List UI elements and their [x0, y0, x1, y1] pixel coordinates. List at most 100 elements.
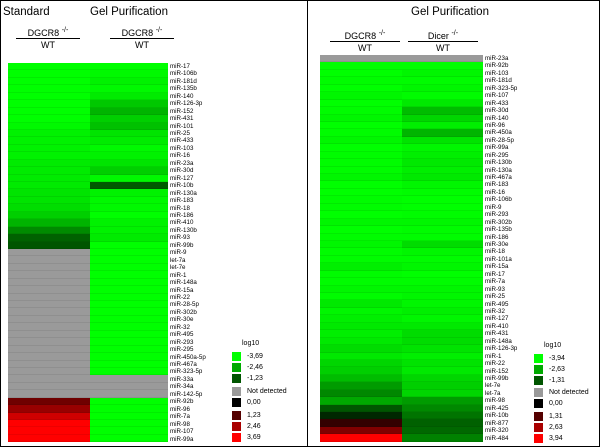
heatmap-cell — [8, 405, 90, 413]
heatmap-right — [320, 55, 483, 442]
comparison-label-standard: DGCR8 -/- WT — [16, 27, 80, 50]
heatmap-cell — [402, 151, 483, 160]
heatmap-cell — [90, 405, 168, 413]
mirna-label: miR-30d — [170, 167, 194, 175]
heatmap-cell — [320, 404, 402, 412]
heatmap-cell — [402, 322, 483, 331]
heatmap-cell — [402, 174, 483, 182]
mirna-label: miR-181d — [485, 77, 512, 85]
heatmap-cell — [90, 301, 168, 309]
legend-swatch — [534, 399, 543, 408]
heatmap-cell — [90, 382, 168, 391]
heatmap-cell — [320, 352, 402, 360]
heatmap-cell — [402, 382, 483, 390]
heatmap-cell — [320, 426, 402, 435]
heatmap-cell — [8, 390, 90, 398]
mirna-label: miR-101 — [170, 122, 194, 130]
heatmap-cell — [90, 278, 168, 287]
legend-swatch — [534, 412, 543, 421]
mirna-label: miR-433 — [485, 99, 509, 107]
standard-title: Standard — [3, 6, 50, 18]
heatmap-cell — [8, 152, 90, 160]
heatmap-cell — [402, 144, 483, 152]
legend-swatch — [232, 363, 241, 372]
heatmap-cell — [320, 77, 402, 85]
mirna-label: miR-877 — [485, 419, 509, 427]
legend-right: log10 -3,94 -2,63 -1,31 Not detected 0,0… — [534, 342, 598, 445]
heatmap-cell — [320, 218, 402, 227]
legend-swatch — [232, 398, 241, 407]
heatmap-cell — [320, 188, 402, 197]
mirna-label: miR-295 — [170, 346, 194, 354]
heatmap-cell — [402, 166, 483, 174]
heatmap-cell — [320, 374, 402, 383]
mirna-label: miR-323-5p — [485, 84, 518, 92]
mirna-label: let-7e — [170, 264, 186, 272]
heatmap-cell — [402, 426, 483, 435]
mirna-label: miR-96 — [170, 405, 190, 413]
mirna-list-left: miR-17 miR-106b miR-181d miR-135b miR-140 miR… — [170, 63, 240, 443]
heatmap-cell — [402, 233, 483, 241]
heatmap-cell — [8, 301, 90, 309]
mirna-label: miR-7a — [485, 278, 505, 286]
heatmap-cell — [8, 271, 90, 279]
heatmap-cell — [402, 263, 483, 271]
heatmap-cell — [90, 182, 168, 190]
mirna-label: miR-33a — [170, 375, 194, 383]
heatmap-cell — [90, 263, 168, 272]
heatmap-cell — [90, 397, 168, 406]
mirna-label: miR-32 — [170, 323, 190, 331]
mirna-label: miR-92b — [170, 398, 194, 406]
heatmap-cell — [90, 241, 168, 249]
heatmap-cell — [8, 189, 90, 197]
mirna-label: miR-93 — [170, 234, 190, 242]
heatmap-cell — [90, 115, 168, 123]
mirna-label: miR-93 — [485, 285, 505, 293]
mirna-label: miR-323-5p — [170, 368, 203, 376]
heatmap-cell — [90, 360, 168, 368]
heatmap-cell — [320, 285, 402, 293]
heatmap-cell — [402, 278, 483, 286]
mirna-label: miR-140 — [170, 92, 194, 100]
heatmap-cell — [402, 330, 483, 338]
mirna-label: miR-410 — [170, 219, 194, 227]
mirna-label: miR-152 — [485, 367, 509, 375]
heatmap-cell — [8, 338, 90, 346]
heatmap-cell — [402, 136, 483, 145]
heatmap-cell — [320, 55, 402, 63]
heatmap-cell — [90, 286, 168, 294]
heatmap-cell — [320, 159, 402, 167]
legend-swatch — [232, 374, 241, 383]
mirna-label: miR-1 — [485, 352, 502, 360]
heatmap-cell — [402, 99, 483, 108]
heatmap-cell — [402, 404, 483, 412]
heatmap-cell — [8, 315, 90, 324]
heatmap-cell — [402, 315, 483, 323]
mirna-label: miR-30e — [170, 316, 194, 324]
heatmap-cell — [320, 300, 402, 308]
heatmap-cell — [8, 122, 90, 130]
legend-swatch — [534, 388, 543, 397]
heatmap-cell — [320, 434, 402, 442]
heatmap-cell — [90, 420, 168, 428]
gel-purification-title-left: Gel Purification — [90, 6, 168, 18]
heatmap-cell — [90, 107, 168, 116]
legend-title: log10 — [544, 342, 562, 349]
heatmap-cell — [402, 203, 483, 212]
mirna-label: miR-18 — [170, 204, 190, 212]
heatmap-cell — [320, 69, 402, 78]
mirna-label: miR-96 — [485, 121, 505, 129]
mirna-label: miR-106b — [485, 196, 512, 204]
heatmap-cell — [320, 174, 402, 182]
mirna-label: miR-32 — [485, 308, 505, 315]
heatmap-cell — [320, 107, 402, 115]
heatmap-cell — [320, 315, 402, 323]
mirna-label: miR-183 — [170, 197, 194, 205]
heatmap-cell — [90, 137, 168, 145]
mirna-label: let-7a — [170, 256, 186, 264]
legend-swatch — [534, 376, 543, 385]
mirna-label: miR-450a — [485, 129, 512, 137]
heatmap-cell — [320, 278, 402, 286]
mirna-label: miR-7a — [170, 413, 190, 421]
heatmap-cell — [90, 219, 168, 227]
